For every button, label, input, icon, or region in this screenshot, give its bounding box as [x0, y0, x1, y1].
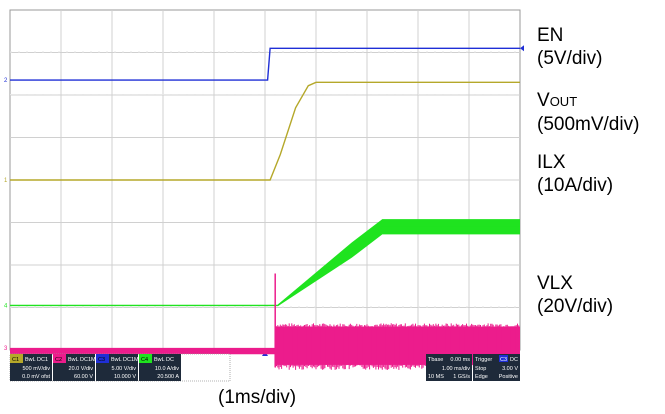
ilx-name: ILX	[537, 152, 566, 173]
status-trigger-tag: C3	[500, 357, 507, 363]
status-trigger-slope: Positive	[499, 374, 518, 380]
status-trigger-type: Edge	[475, 374, 488, 380]
ilx-scale: (10A/div)	[537, 175, 614, 196]
trace-en	[10, 47, 520, 81]
status-trigger-tag-bg	[499, 355, 508, 362]
trace-ilx	[10, 226, 520, 307]
label-en: EN (5V/div)	[537, 24, 602, 70]
status-bar: C1 BwL DC1 500 mV/div 0.0 mV ofst C2 BwL DC1M…	[9, 353, 520, 382]
status-channel-id: C2	[55, 357, 62, 363]
status-channel-id: C1	[12, 357, 19, 363]
vlx-name: VLX	[537, 273, 573, 294]
trace-vout	[10, 81, 520, 181]
scope-grid	[9, 9, 521, 356]
channel-markers: 2 1 4 3	[4, 45, 524, 352]
status-channel-scale: 20.0 V/div	[69, 366, 94, 372]
status-channel-scale: 10.0 A/div	[155, 366, 179, 372]
marker-vlx: 3	[4, 346, 8, 352]
status-channel-id: C4	[141, 357, 148, 363]
status-trigger-mode: DC	[510, 357, 518, 363]
marker-en-level	[520, 45, 524, 52]
status-channel-offset: 0.0 mV ofst	[22, 374, 50, 380]
status-channel-id: C3	[98, 357, 105, 363]
status-timebase-box	[426, 354, 472, 381]
vout-scale: (500mV/div)	[537, 114, 640, 135]
marker-vout: 1	[4, 178, 8, 184]
scope-traces	[10, 47, 520, 370]
en-name: EN	[537, 25, 564, 46]
status-channel-tag	[53, 354, 66, 363]
vout-name: VOUT	[537, 90, 578, 111]
status-channel-offset: 10.000 V	[114, 374, 136, 380]
status-timebase-rate: 1 GS/s	[453, 374, 470, 380]
status-timebase-samples: 10 MS	[428, 374, 444, 380]
label-vout: VOUT (500mV/div)	[537, 89, 639, 136]
status-channel-mode: BwL DC1	[25, 357, 48, 363]
time-scale-label: (1ms/div)	[218, 387, 297, 408]
label-vlx: VLX (20V/div)	[537, 272, 613, 318]
status-trigger-level: 3.00 V	[502, 366, 518, 372]
status-channel-scale: 5.00 V/div	[112, 366, 137, 372]
label-ilx: ILX (10A/div)	[537, 151, 613, 197]
status-channel-tag	[96, 354, 109, 363]
status-trigger-title: Trigger	[475, 357, 492, 363]
status-channel-offset: 60.00 V	[74, 374, 93, 380]
status-timebase-scale: 1.00 ms/div	[442, 366, 470, 372]
vlx-scale: (20V/div)	[537, 296, 614, 317]
status-trigger-box	[473, 354, 520, 381]
status-channel-mode: BwL DC1M	[111, 357, 139, 363]
marker-ilx: 4	[4, 303, 8, 309]
status-timebase-value: 0.00 ms	[450, 357, 470, 363]
status-channel-tag	[10, 354, 23, 363]
marker-en: 2	[4, 78, 8, 84]
status-channel-mode: BwL DC	[154, 357, 174, 363]
status-channel-scale: 500 mV/div	[22, 366, 50, 372]
status-channel-offset: 20.500 A	[157, 374, 179, 380]
status-timebase-title: Tbase	[428, 357, 443, 363]
en-scale: (5V/div)	[537, 48, 603, 69]
trace-ilx-band	[277, 219, 520, 307]
status-channel-tag	[139, 354, 152, 363]
status-trigger-state: Stop	[475, 366, 486, 372]
status-channel-mode: BwL DC1M	[68, 357, 96, 363]
